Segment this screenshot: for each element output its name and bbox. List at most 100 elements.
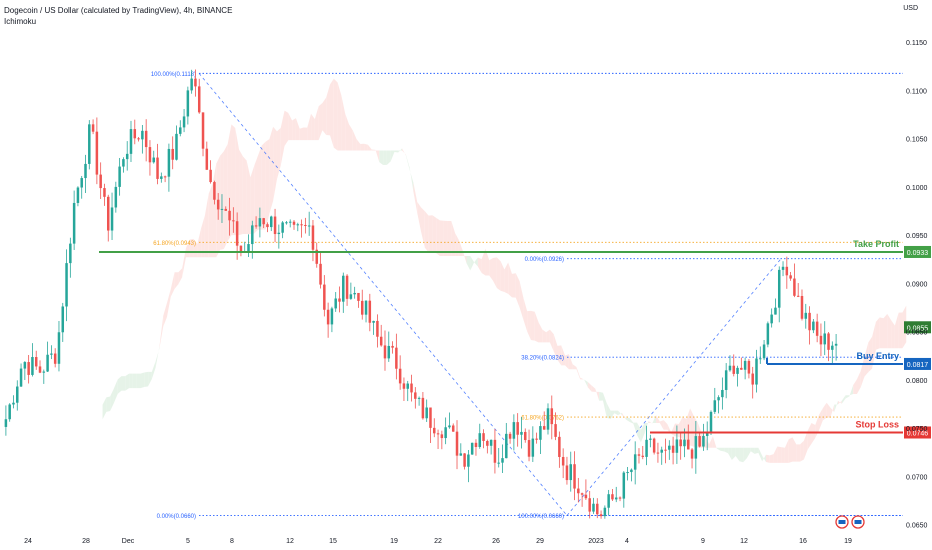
cloud-segment: [561, 345, 566, 366]
cloud-segment: [292, 118, 296, 141]
candle: [27, 354, 30, 384]
candle: [743, 357, 747, 380]
level-price-tag: [904, 245, 931, 258]
cloud-segment: [875, 317, 880, 350]
candle: [330, 306, 334, 333]
x-tick-label: 28: [82, 538, 90, 545]
candle-body: [558, 436, 561, 457]
candle: [323, 275, 326, 317]
cloud-segment: [807, 422, 812, 450]
candle: [292, 219, 296, 230]
candle: [463, 453, 466, 470]
candle: [273, 208, 277, 243]
cloud-segment: [352, 130, 357, 151]
cloud-segment: [269, 126, 274, 214]
candle-body: [338, 298, 341, 302]
candle-body: [106, 196, 110, 231]
candle-body: [334, 298, 337, 309]
cloud-segment: [307, 113, 312, 141]
candle-body: [4, 419, 8, 427]
candle: [709, 410, 713, 435]
candle-body: [122, 159, 125, 167]
candle-body: [266, 224, 269, 228]
candle-body: [209, 169, 212, 183]
candle-body: [345, 275, 349, 299]
cloud-segment: [891, 320, 895, 349]
candle: [679, 433, 682, 460]
candle: [160, 172, 163, 183]
cloud-segment: [803, 430, 808, 460]
candle: [360, 289, 364, 320]
candle-body: [88, 124, 91, 164]
cloud-segment: [231, 124, 236, 236]
candle: [789, 271, 792, 281]
candle: [152, 150, 155, 164]
candle: [414, 387, 417, 409]
candle: [599, 510, 603, 519]
cloud-segment: [345, 113, 349, 151]
candle-body: [95, 131, 99, 175]
cloud-segment: [204, 193, 209, 258]
cloud-segment: [788, 437, 793, 463]
candle-body: [448, 425, 451, 428]
candle: [31, 343, 34, 377]
cloud-segment: [197, 228, 202, 258]
candle-body: [599, 514, 603, 517]
candle-body: [762, 344, 766, 359]
candle: [266, 222, 269, 233]
candle: [364, 300, 368, 323]
candle-body: [800, 295, 804, 319]
cloud-segment: [280, 110, 285, 166]
cloud-segment: [383, 150, 387, 166]
candle: [311, 219, 315, 262]
cloud-segment: [178, 268, 183, 285]
candle-body: [186, 90, 190, 117]
cloud-segment: [117, 376, 122, 394]
cloud-segment: [530, 310, 535, 341]
candle-body: [724, 370, 728, 390]
candle: [592, 497, 595, 514]
candle-body: [550, 408, 554, 425]
candle-body: [19, 368, 23, 387]
cloud-segment: [838, 400, 842, 405]
cloud-segment: [587, 381, 592, 392]
cloud-segment: [375, 149, 380, 163]
candle: [179, 120, 182, 137]
cloud-segment: [716, 447, 721, 451]
candle: [436, 429, 440, 450]
cloud-segment: [424, 211, 429, 253]
cloud-segment: [739, 447, 744, 463]
cloud-segment: [144, 371, 149, 387]
cloud-segment: [155, 346, 160, 368]
cloud-segment: [519, 281, 524, 320]
cloud-segment: [129, 373, 133, 389]
candle-body: [474, 442, 478, 447]
candle-body: [527, 440, 531, 457]
candle: [114, 181, 118, 213]
candle-body: [777, 269, 781, 308]
candle: [429, 407, 432, 443]
current-price-tag: [904, 321, 931, 334]
cloud-segment: [337, 82, 342, 151]
candle: [516, 413, 519, 447]
cloud-segment: [379, 150, 384, 166]
candle-body: [603, 507, 607, 517]
cloud-segment: [629, 417, 634, 424]
candle-body: [258, 218, 262, 227]
indicator-label[interactable]: Ichimoku: [4, 17, 37, 26]
cloud-segment: [311, 113, 315, 141]
candle-body: [671, 445, 675, 453]
candle: [808, 306, 811, 345]
candle: [539, 421, 542, 455]
candle: [497, 448, 500, 468]
fibonacci-retracements: 100.00%(0.1118) 61.80%(0.0943) 0.00%(0.066…: [151, 72, 903, 520]
candle: [827, 331, 830, 362]
candle: [793, 263, 796, 298]
candle: [281, 221, 284, 239]
candle-body: [421, 397, 425, 419]
candle-body: [675, 439, 679, 453]
candle: [315, 242, 319, 268]
candle-body: [16, 386, 19, 403]
candle-body: [349, 294, 353, 299]
